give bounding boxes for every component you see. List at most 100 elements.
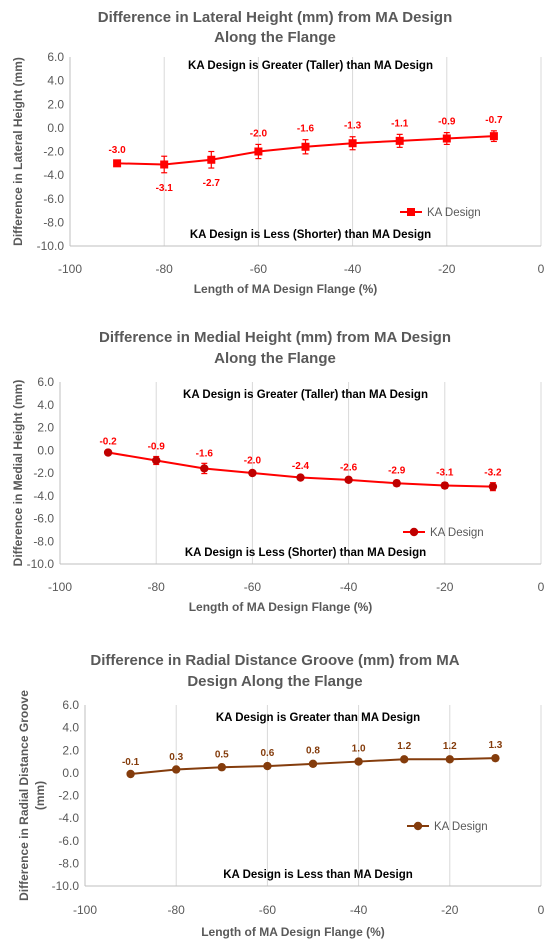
chart-title: Difference in Radial Distance Groove (mm… — [90, 652, 459, 669]
x-tick-label: -40 — [340, 580, 358, 594]
y-tick-label: -8.0 — [33, 534, 54, 548]
y-tick-label: 0.0 — [47, 121, 64, 135]
data-point — [348, 139, 357, 148]
data-point — [200, 464, 209, 473]
data-label: -2.0 — [244, 456, 262, 467]
x-tick-label: -20 — [441, 903, 459, 917]
data-point — [113, 159, 122, 168]
x-tick-label: -100 — [73, 903, 97, 917]
lateral-height-chart: Difference in Lateral Height (mm) from M… — [11, 9, 545, 296]
data-point — [217, 763, 226, 772]
data-point — [491, 753, 500, 763]
x-tick-label: -100 — [58, 262, 82, 276]
x-axis-title: Length of MA Design Flange (%) — [194, 282, 378, 296]
y-tick-label: -8.0 — [43, 215, 64, 229]
x-tick-label: -20 — [436, 580, 454, 594]
x-tick-label: -80 — [148, 580, 166, 594]
y-tick-label: 2.0 — [37, 421, 54, 435]
data-label: 0.8 — [306, 746, 320, 757]
radial-distance-groove-chart: Difference in Radial Distance Groove (mm… — [17, 652, 545, 939]
data-label: -0.9 — [148, 442, 166, 453]
y-tick-label: 4.0 — [47, 74, 64, 88]
data-label: -2.6 — [340, 463, 358, 474]
chart-title: Along the Flange — [214, 350, 336, 367]
x-tick-label: -80 — [156, 262, 174, 276]
annotation-less: KA Design is Less (Shorter) than MA Desi… — [190, 229, 431, 241]
data-label: 0.3 — [169, 752, 183, 763]
y-tick-label: -6.0 — [33, 512, 54, 526]
data-label: -3.2 — [484, 468, 502, 479]
x-tick-label: -60 — [250, 262, 268, 276]
data-point — [395, 136, 404, 145]
data-point — [301, 142, 310, 151]
x-tick-label: -100 — [48, 580, 72, 594]
y-tick-label: 4.0 — [37, 398, 54, 412]
data-label: -0.9 — [438, 117, 456, 128]
data-point — [296, 473, 305, 482]
data-label: -0.7 — [485, 115, 503, 126]
chart-title: Difference in Lateral Height (mm) from M… — [98, 9, 453, 26]
data-point — [126, 769, 135, 779]
data-label: -3.1 — [436, 468, 454, 479]
data-label: -2.4 — [292, 461, 310, 472]
data-point — [172, 765, 181, 774]
data-label: -2.0 — [250, 128, 268, 139]
y-tick-label: -4.0 — [33, 489, 54, 503]
annotation-greater: KA Design is Greater (Taller) than MA De… — [188, 60, 433, 72]
data-label: -2.9 — [388, 465, 406, 476]
legend-label: KA Design — [427, 207, 481, 219]
y-tick-label: 6.0 — [62, 698, 79, 712]
data-point — [254, 147, 263, 156]
annotation-less: KA Design is Less (Shorter) than MA Desi… — [185, 547, 426, 559]
x-tick-label: 0 — [538, 262, 545, 276]
medial-height-chart: Difference in Medial Height (mm) from MA… — [11, 329, 545, 614]
x-tick-label: -40 — [344, 262, 362, 276]
y-tick-label: -8.0 — [58, 856, 79, 870]
data-label: -0.2 — [99, 436, 117, 447]
y-tick-label: -4.0 — [58, 811, 79, 825]
y-tick-label: -2.0 — [58, 789, 79, 803]
data-label: 1.2 — [397, 741, 411, 752]
y-tick-label: -6.0 — [43, 192, 64, 206]
y-tick-label: -10.0 — [52, 879, 80, 893]
data-point — [160, 160, 169, 169]
chart-title: Difference in Medial Height (mm) from MA… — [99, 329, 451, 346]
x-tick-label: -60 — [259, 903, 277, 917]
y-tick-label: -6.0 — [58, 834, 79, 848]
chart-title: Along the Flange — [214, 29, 336, 46]
data-point — [263, 761, 272, 771]
data-label: -3.1 — [156, 183, 174, 194]
data-label: 0.5 — [215, 750, 229, 761]
data-label: -2.7 — [203, 178, 221, 189]
data-point — [440, 481, 449, 490]
x-tick-label: 0 — [538, 580, 545, 594]
data-point — [445, 755, 454, 764]
legend-label: KA Design — [434, 821, 488, 833]
data-label: -1.6 — [297, 124, 315, 135]
data-point — [308, 759, 318, 769]
data-point — [488, 482, 498, 491]
y-tick-label: -2.0 — [33, 466, 54, 480]
legend-marker — [407, 208, 415, 216]
y-tick-label: 2.0 — [47, 97, 64, 111]
y-axis-title: (mm) — [33, 781, 47, 810]
data-label: -0.1 — [122, 757, 140, 768]
x-tick-label: -60 — [244, 580, 262, 594]
y-tick-label: -4.0 — [43, 168, 64, 182]
data-point — [207, 155, 216, 164]
y-axis-title: Difference in Radial Distance Groove — [17, 690, 31, 901]
x-tick-label: -40 — [350, 903, 368, 917]
data-point — [489, 132, 498, 141]
data-point — [103, 448, 113, 457]
data-label: 0.6 — [260, 748, 274, 759]
data-point — [248, 468, 257, 478]
data-label: -1.6 — [196, 448, 214, 459]
data-label: -1.3 — [344, 121, 362, 132]
y-tick-label: 4.0 — [62, 721, 79, 735]
data-label: -3.0 — [108, 145, 126, 156]
chart-title: Design Along the Flange — [187, 673, 362, 690]
data-label: 1.2 — [443, 741, 457, 752]
y-tick-label: 0.0 — [37, 443, 54, 457]
y-axis-title: Difference in Lateral Height (mm) — [11, 57, 25, 246]
